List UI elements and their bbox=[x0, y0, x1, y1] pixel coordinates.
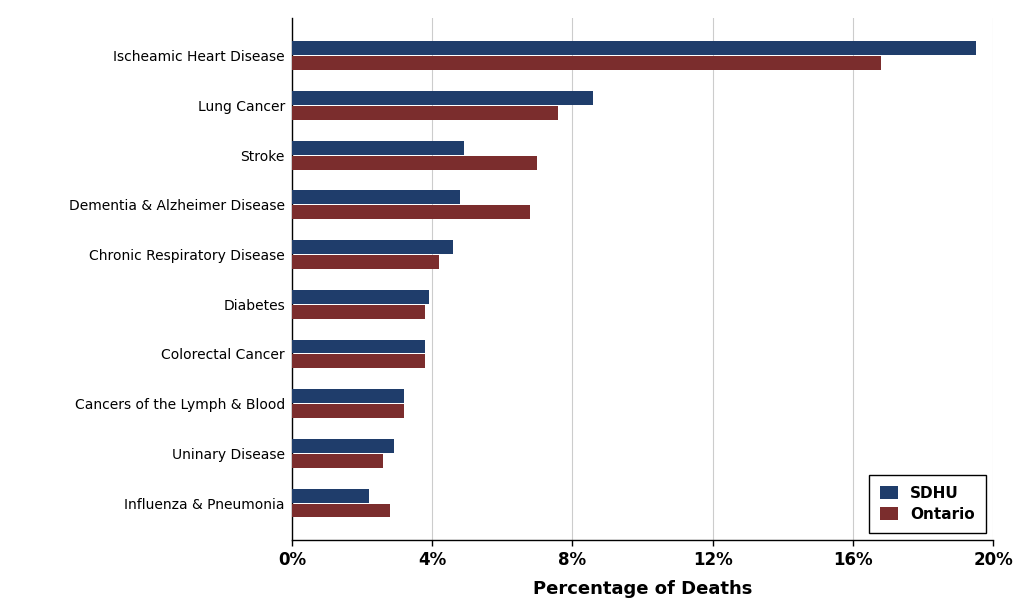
Bar bbox=[292, 106, 558, 120]
Bar bbox=[292, 354, 425, 368]
Bar bbox=[292, 240, 454, 254]
Bar bbox=[292, 503, 390, 518]
Bar bbox=[292, 141, 464, 155]
Legend: SDHU, Ontario: SDHU, Ontario bbox=[869, 475, 986, 533]
Bar bbox=[292, 290, 429, 304]
Bar bbox=[292, 305, 425, 319]
Bar bbox=[292, 190, 460, 204]
Bar bbox=[292, 155, 538, 169]
Bar bbox=[292, 205, 530, 219]
Bar bbox=[292, 389, 404, 403]
Bar bbox=[292, 454, 383, 468]
Bar bbox=[292, 404, 404, 418]
Bar bbox=[292, 56, 881, 70]
X-axis label: Percentage of Deaths: Percentage of Deaths bbox=[532, 580, 753, 598]
Bar bbox=[292, 439, 393, 453]
Bar bbox=[292, 255, 439, 269]
Bar bbox=[292, 41, 976, 55]
Bar bbox=[292, 340, 425, 354]
Bar bbox=[292, 489, 369, 502]
Bar bbox=[292, 91, 594, 105]
